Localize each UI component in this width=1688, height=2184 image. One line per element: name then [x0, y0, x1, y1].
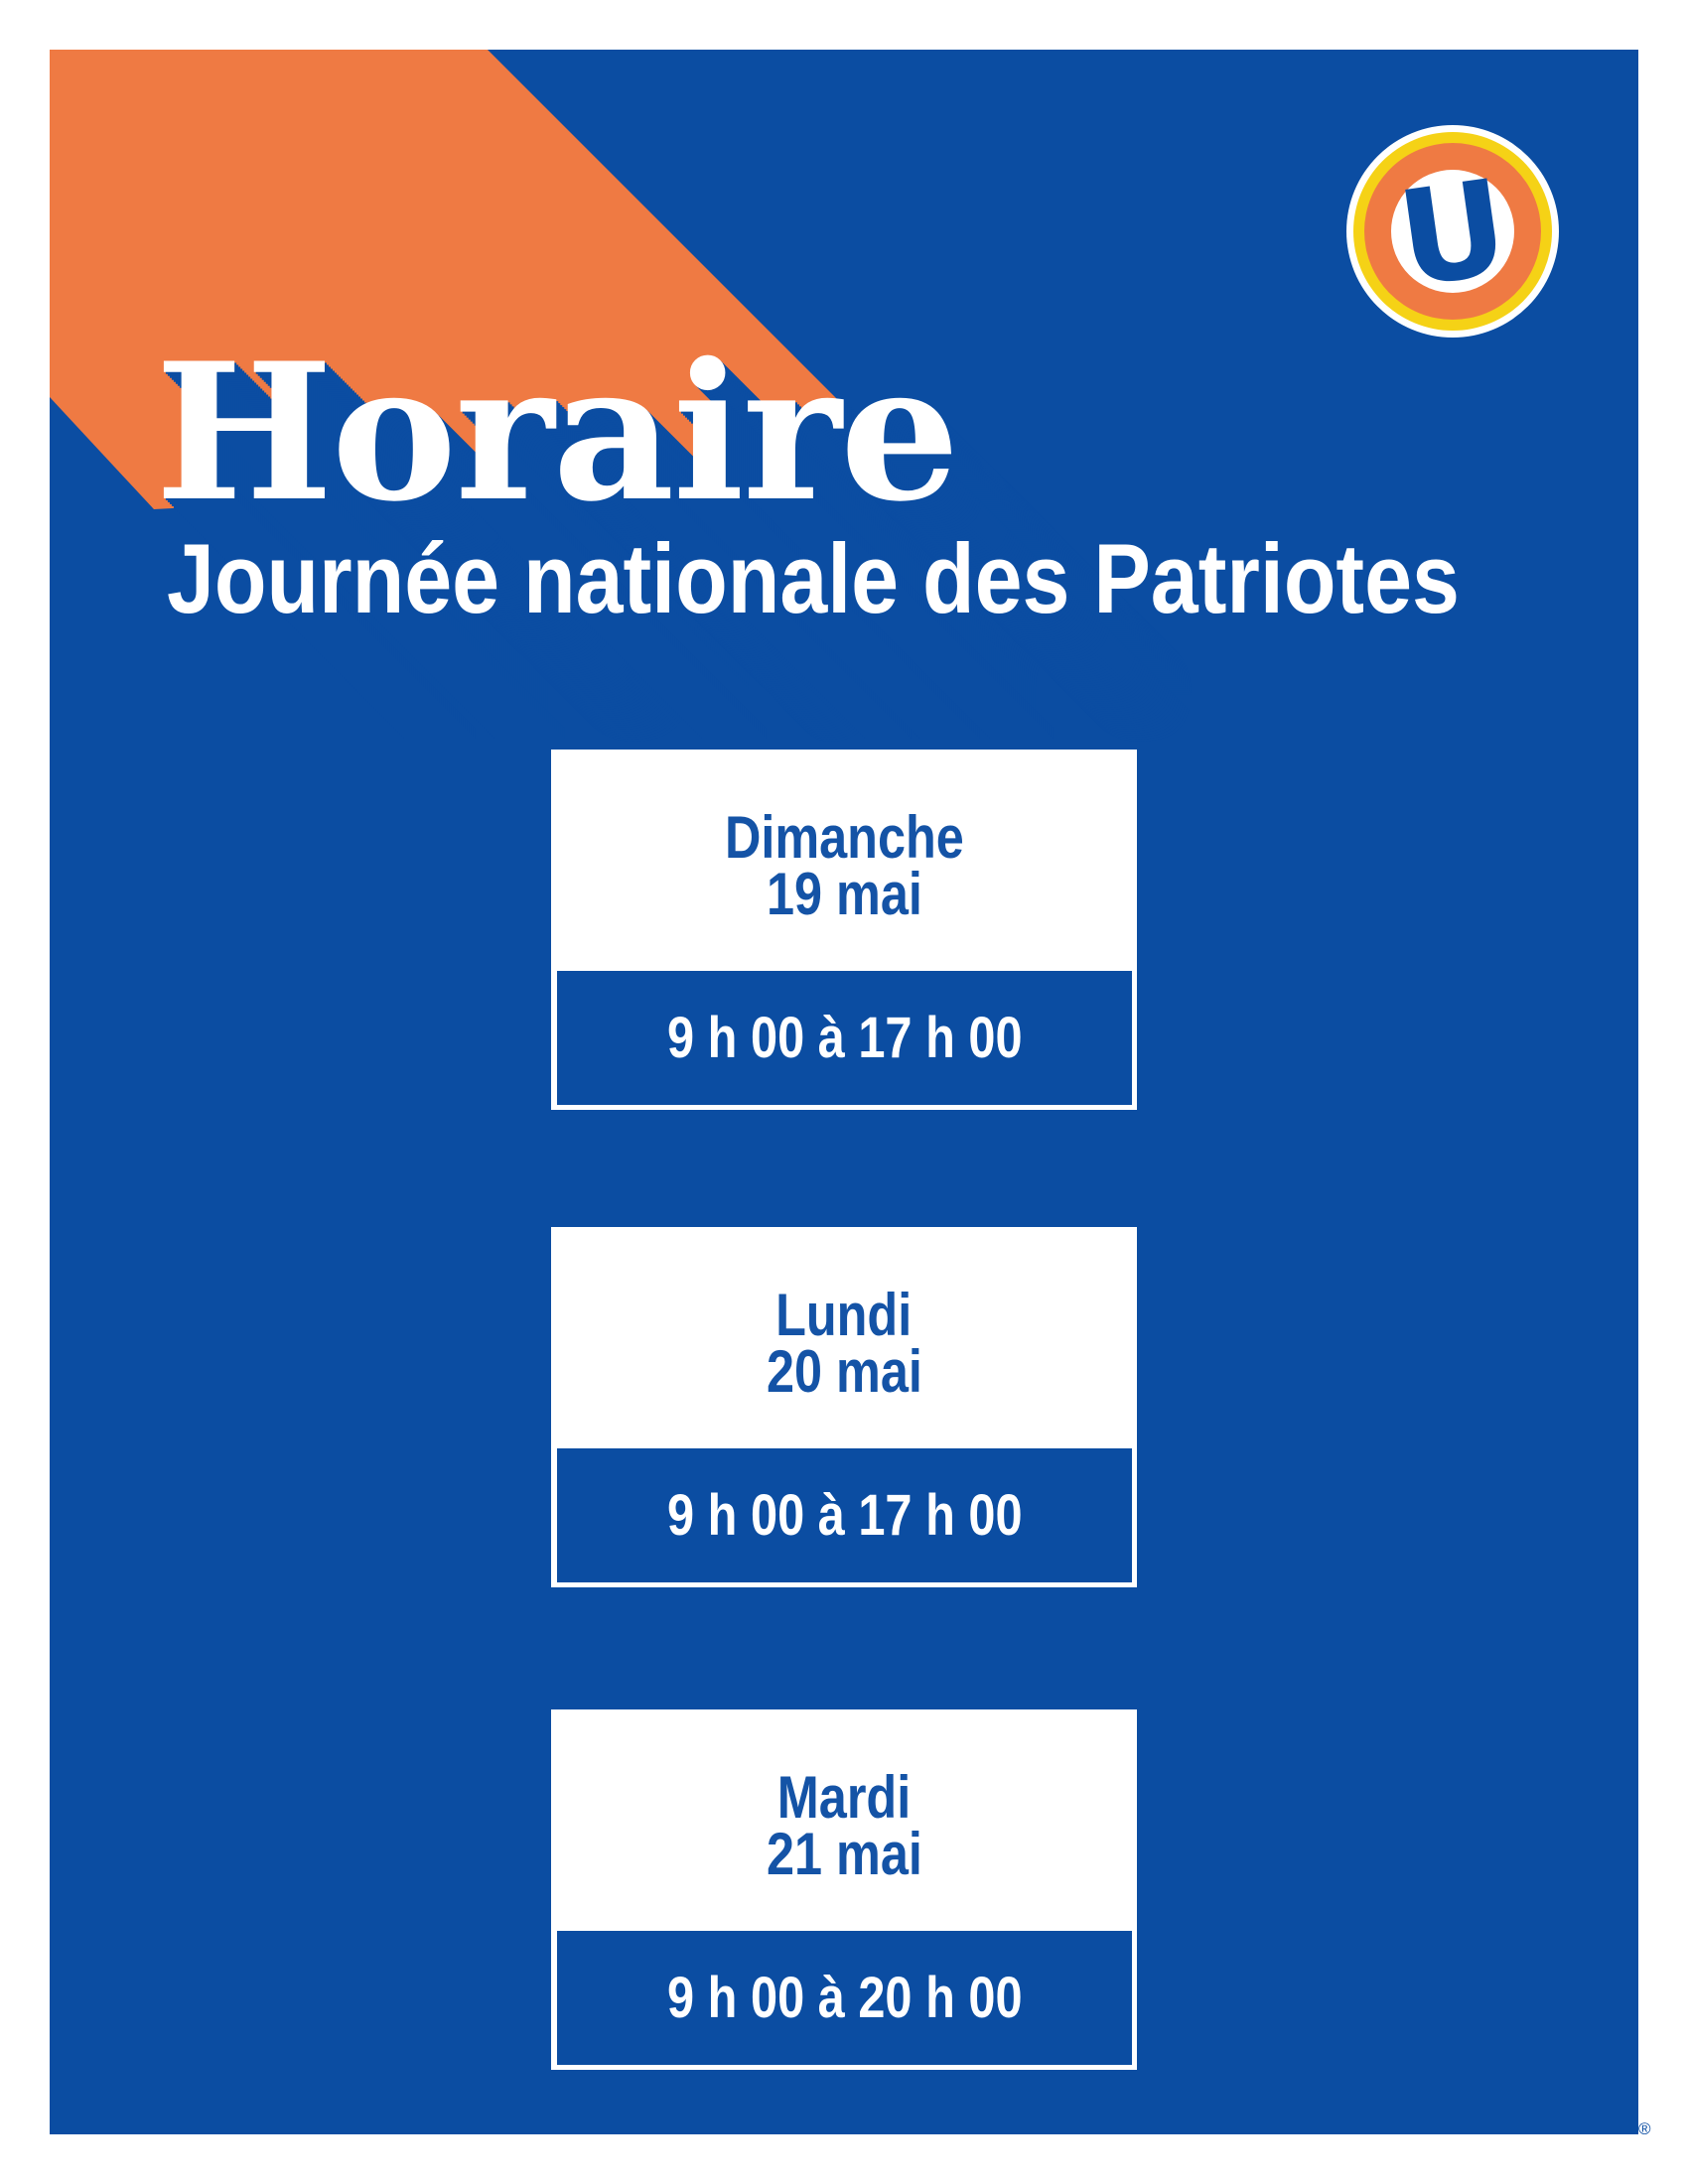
card-day-block: Dimanche 19 mai — [557, 750, 1131, 971]
card-day-block: Lundi 20 mai — [557, 1227, 1131, 1448]
hours-band: 9 h 00 à 17 h 00 — [557, 971, 1132, 1105]
hours-label: 9 h 00 à 17 h 00 — [666, 1482, 1023, 1548]
u-letter-icon: U — [1390, 151, 1517, 317]
hours-band: 9 h 00 à 20 h 00 — [557, 1931, 1132, 2065]
hours-label: 9 h 00 à 20 h 00 — [666, 1965, 1023, 2030]
schedule-card-lundi: Lundi 20 mai 9 h 00 à 17 h 00 — [551, 1227, 1137, 1587]
hours-label: 9 h 00 à 17 h 00 — [666, 1005, 1023, 1070]
date-label: 20 mai — [766, 1337, 922, 1405]
registered-trademark-mark: ® — [1638, 2119, 1651, 2138]
orange-ribbon-shape — [50, 50, 854, 509]
schedule-card-dimanche: Dimanche 19 mai 9 h 00 à 17 h 00 — [551, 750, 1137, 1110]
schedule-card-mardi: Mardi 21 mai 9 h 00 à 20 h 00 — [551, 1709, 1137, 2070]
page-title: Horaire — [155, 322, 960, 543]
logo-inner-disc — [1391, 170, 1514, 293]
u-logo-badge: U — [1346, 125, 1559, 338]
day-label: Mardi — [776, 1763, 912, 1831]
date-label: 19 mai — [766, 860, 922, 927]
hours-band: 9 h 00 à 17 h 00 — [557, 1448, 1132, 1582]
card-day-block: Mardi 21 mai — [557, 1709, 1131, 1931]
day-label: Dimanche — [724, 803, 964, 871]
page-subtitle: Journée nationale des Patriotes — [167, 523, 1460, 633]
date-label: 21 mai — [766, 1820, 922, 1887]
day-label: Lundi — [775, 1281, 913, 1348]
